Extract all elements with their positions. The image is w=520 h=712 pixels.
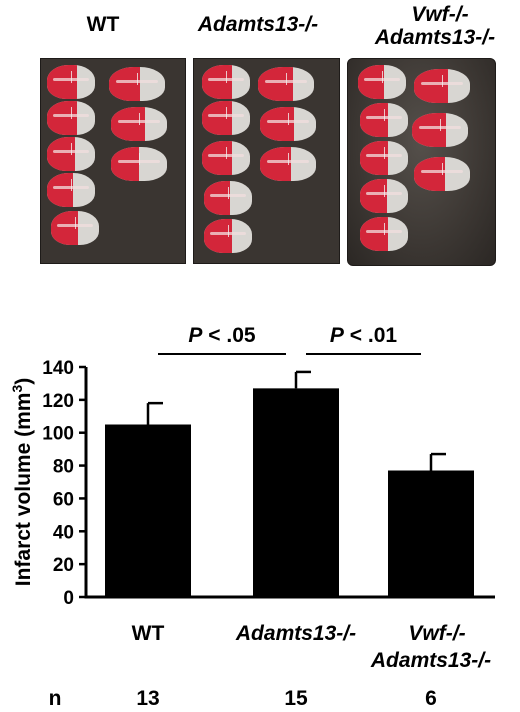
brain-slice bbox=[260, 147, 316, 181]
bar bbox=[105, 424, 191, 597]
bar bbox=[253, 388, 339, 597]
y-tick-label: 20 bbox=[53, 555, 74, 576]
brain-slice bbox=[111, 147, 167, 181]
brain-slices-photo-vwf-adamts13 bbox=[347, 58, 496, 266]
x-category-label: Vwf-/- bbox=[408, 622, 465, 645]
brain-slices-photo-adamts13 bbox=[193, 58, 340, 264]
brain-slice bbox=[258, 67, 314, 101]
x-category-label: WT bbox=[132, 622, 165, 645]
brain-slice bbox=[360, 103, 408, 137]
n-value: 6 bbox=[425, 687, 437, 710]
y-tick-label: 100 bbox=[42, 424, 74, 445]
y-tick-label: 40 bbox=[53, 522, 74, 543]
brain-slice bbox=[360, 141, 408, 175]
brain-slice bbox=[360, 179, 408, 213]
panel-label-vwf: Vwf-/- bbox=[411, 3, 469, 26]
brain-slice bbox=[260, 107, 316, 141]
brain-slice bbox=[358, 65, 406, 99]
n-value: 13 bbox=[136, 687, 159, 710]
panel-label-wt: WT bbox=[86, 13, 120, 36]
y-tick-label: 120 bbox=[42, 391, 74, 412]
brain-slice bbox=[414, 69, 470, 103]
brain-slices-photo-wt bbox=[40, 58, 186, 264]
brain-slice bbox=[47, 173, 95, 207]
brain-slice bbox=[204, 219, 252, 253]
brain-slice bbox=[109, 67, 165, 101]
x-category-label-line2: Adamts13-/- bbox=[370, 649, 491, 672]
significance-label: P < .05 bbox=[188, 324, 255, 347]
bar bbox=[388, 470, 474, 597]
y-tick-label: 140 bbox=[42, 358, 74, 379]
brain-slice bbox=[51, 211, 99, 245]
y-tick-label: 0 bbox=[63, 588, 74, 609]
significance-label: P < .01 bbox=[330, 324, 397, 347]
n-value: 15 bbox=[284, 687, 308, 710]
brain-slice bbox=[47, 137, 95, 171]
n-label: n bbox=[49, 687, 62, 710]
y-tick-label: 60 bbox=[53, 489, 74, 510]
brain-slice bbox=[47, 101, 95, 135]
y-axis-title: Infarct volume (mm3) bbox=[9, 378, 35, 587]
brain-slice bbox=[412, 113, 468, 147]
brain-slice bbox=[414, 157, 470, 191]
brain-slice bbox=[202, 101, 250, 135]
y-tick-label: 80 bbox=[53, 457, 74, 478]
panel-label-vwf-adamts13: Adamts13-/- bbox=[374, 26, 496, 49]
brain-slice bbox=[360, 217, 408, 251]
brain-slice bbox=[202, 65, 250, 99]
brain-slice bbox=[47, 65, 95, 99]
brain-slice bbox=[202, 141, 250, 175]
x-category-label: Adamts13-/- bbox=[235, 622, 356, 645]
brain-slice bbox=[111, 107, 167, 141]
panel-label-adamts13: Adamts13-/- bbox=[197, 13, 319, 36]
brain-slice bbox=[204, 181, 252, 215]
